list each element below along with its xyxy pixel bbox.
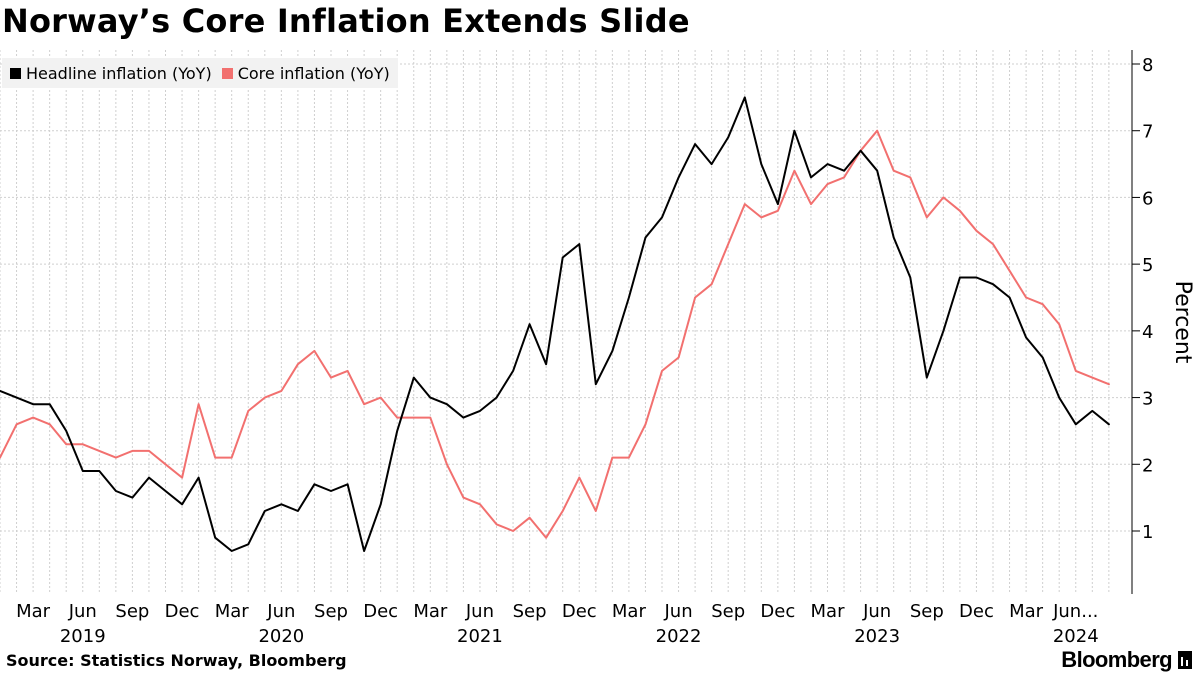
y-tick-label: 8 <box>1142 55 1153 76</box>
x-year-label: 2020 <box>258 626 304 647</box>
tick-labels: 1 2 3 4 5 6 7 8 Percent Mar Jun Sep Dec Mar Jun Sep Dec M… <box>16 55 1195 647</box>
chart-title: Norway’s Core Inflation Extends Slide <box>2 2 690 40</box>
legend-label-headline: Headline inflation (YoY) <box>26 63 212 83</box>
brand-logo: Bloomberg <box>1061 647 1192 673</box>
x-year-label: 2024 <box>1053 626 1099 647</box>
x-year-label: 2022 <box>656 626 702 647</box>
x-tick-label: Mar <box>215 601 250 622</box>
axes <box>1131 50 1140 594</box>
y-tick-label: 4 <box>1142 322 1153 343</box>
x-tick-label: Dec <box>165 601 200 622</box>
gridlines <box>0 50 1132 594</box>
x-tick-label: Sep <box>910 601 944 622</box>
headline-inflation-line <box>0 96 1110 552</box>
legend-label-core: Core inflation (YoY) <box>237 63 390 83</box>
x-tick-label: Mar <box>1009 601 1044 622</box>
bloomberg-terminal-icon <box>1178 651 1192 669</box>
x-tick-label: Sep <box>115 601 149 622</box>
x-tick-label: Jun <box>663 601 692 622</box>
legend-item-headline: Headline inflation (YoY) <box>10 64 212 83</box>
x-tick-label: Sep <box>711 601 745 622</box>
x-tick-label: Mar <box>811 601 846 622</box>
x-tick-label: Dec <box>959 601 994 622</box>
y-axis-title: Percent <box>1170 281 1195 364</box>
y-tick-label: 2 <box>1142 455 1153 476</box>
brand-name: Bloomberg <box>1061 647 1172 672</box>
y-tick-label: 7 <box>1142 122 1153 143</box>
x-tick-label: Mar <box>612 601 647 622</box>
legend-swatch-core <box>221 67 233 79</box>
core-inflation-line <box>0 129 1110 539</box>
x-tick-label: Jun <box>862 601 891 622</box>
x-tick-label: Dec <box>562 601 597 622</box>
y-tick-label: 6 <box>1142 188 1153 209</box>
x-tick-label: Jun <box>68 601 97 622</box>
y-tick-label: 3 <box>1142 389 1153 410</box>
x-tick-label: Mar <box>413 601 448 622</box>
x-tick-label: Jun <box>465 601 494 622</box>
y-tick-label: 5 <box>1142 255 1153 276</box>
series-lines <box>0 96 1110 552</box>
x-tick-label: Mar <box>16 601 51 622</box>
x-tick-label: Jun... <box>1052 601 1098 622</box>
x-tick-label: Sep <box>513 601 547 622</box>
x-tick-label: Jun <box>266 601 295 622</box>
y-tick-label: 1 <box>1142 522 1153 543</box>
x-tick-label: Dec <box>760 601 795 622</box>
legend-swatch-headline <box>10 67 21 79</box>
x-tick-label: Sep <box>314 601 348 622</box>
x-year-label: 2019 <box>60 626 106 647</box>
x-tick-label: Dec <box>363 601 398 622</box>
legend-item-core: Core inflation (YoY) <box>221 63 390 83</box>
source-note: Source: Statistics Norway, Bloomberg <box>6 651 347 670</box>
x-year-label: 2023 <box>854 626 900 647</box>
x-year-label: 2021 <box>457 626 503 647</box>
legend: Headline inflation (YoY) Core inflation … <box>2 58 398 88</box>
